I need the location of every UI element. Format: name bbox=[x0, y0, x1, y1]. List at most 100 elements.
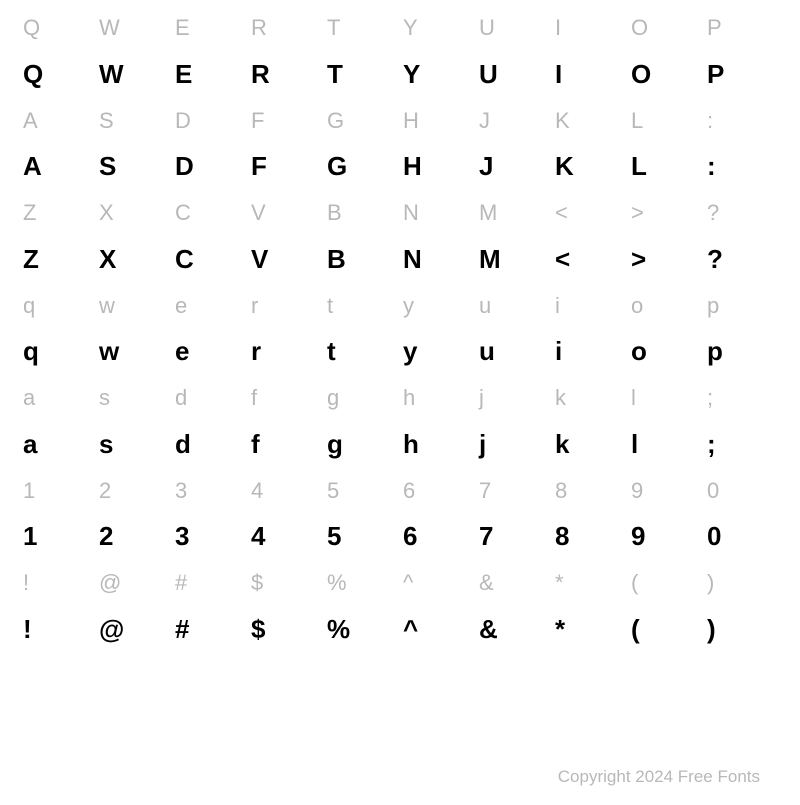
glyph-char-cell: ? bbox=[699, 236, 775, 282]
glyph-char: * bbox=[555, 614, 565, 645]
reference-char: ) bbox=[707, 570, 714, 596]
reference-char-cell: l bbox=[623, 375, 699, 421]
glyph-char-cell: X bbox=[91, 236, 167, 282]
reference-char-cell: Z bbox=[15, 190, 91, 236]
reference-char: ; bbox=[707, 385, 713, 411]
reference-char-cell: % bbox=[319, 560, 395, 606]
reference-char: T bbox=[327, 15, 340, 41]
glyph-char-cell: l bbox=[623, 421, 699, 467]
reference-char: Z bbox=[23, 200, 36, 226]
reference-char-cell: A bbox=[15, 98, 91, 144]
glyph-char: K bbox=[555, 151, 574, 182]
glyph-char: J bbox=[479, 151, 493, 182]
reference-char: X bbox=[99, 200, 114, 226]
glyph-char: G bbox=[327, 151, 347, 182]
reference-char: ^ bbox=[403, 570, 413, 596]
reference-char: r bbox=[251, 293, 258, 319]
glyph-char: > bbox=[631, 244, 646, 275]
glyph-char-cell: f bbox=[243, 421, 319, 467]
glyph-char-cell: > bbox=[623, 236, 699, 282]
reference-char: B bbox=[327, 200, 342, 226]
glyph-char-cell: ; bbox=[699, 421, 775, 467]
glyph-char-cell: ( bbox=[623, 606, 699, 652]
reference-char: w bbox=[99, 293, 115, 319]
reference-char-cell: e bbox=[167, 283, 243, 329]
glyph-char-cell: M bbox=[471, 236, 547, 282]
glyph-char: S bbox=[99, 151, 116, 182]
glyph-char-cell: H bbox=[395, 144, 471, 190]
reference-char-cell: ( bbox=[623, 560, 699, 606]
reference-char: E bbox=[175, 15, 190, 41]
glyph-char-cell: e bbox=[167, 329, 243, 375]
reference-char-cell: @ bbox=[91, 560, 167, 606]
copyright-text: Copyright 2024 Free Fonts bbox=[558, 767, 760, 787]
reference-char-cell: O bbox=[623, 5, 699, 51]
reference-char-cell: f bbox=[243, 375, 319, 421]
glyph-char-cell: W bbox=[91, 51, 167, 97]
reference-char-cell: t bbox=[319, 283, 395, 329]
glyph-char: M bbox=[479, 244, 501, 275]
glyph-char: O bbox=[631, 59, 651, 90]
glyph-char: u bbox=[479, 336, 495, 367]
glyph-char: N bbox=[403, 244, 422, 275]
glyph-char-cell: K bbox=[547, 144, 623, 190]
reference-char-cell: 6 bbox=[395, 468, 471, 514]
glyph-char: f bbox=[251, 429, 260, 460]
reference-char-cell: R bbox=[243, 5, 319, 51]
glyph-char: j bbox=[479, 429, 486, 460]
reference-char: F bbox=[251, 108, 264, 134]
reference-char: R bbox=[251, 15, 267, 41]
glyph-char: 6 bbox=[403, 521, 417, 552]
reference-char: H bbox=[403, 108, 419, 134]
glyph-char: P bbox=[707, 59, 724, 90]
glyph-char-cell: @ bbox=[91, 606, 167, 652]
glyph-char: % bbox=[327, 614, 350, 645]
reference-char: y bbox=[403, 293, 414, 319]
reference-char-cell: i bbox=[547, 283, 623, 329]
glyph-char-cell: 2 bbox=[91, 514, 167, 560]
glyph-char-cell: u bbox=[471, 329, 547, 375]
reference-char: # bbox=[175, 570, 187, 596]
reference-char: K bbox=[555, 108, 570, 134]
reference-char: W bbox=[99, 15, 120, 41]
reference-char: * bbox=[555, 570, 564, 596]
reference-char: 1 bbox=[23, 478, 35, 504]
reference-char: D bbox=[175, 108, 191, 134]
reference-char: k bbox=[555, 385, 566, 411]
glyph-char: r bbox=[251, 336, 261, 367]
glyph-char-cell: r bbox=[243, 329, 319, 375]
reference-char-cell: X bbox=[91, 190, 167, 236]
reference-char-cell: U bbox=[471, 5, 547, 51]
reference-char-cell: M bbox=[471, 190, 547, 236]
reference-char: O bbox=[631, 15, 648, 41]
glyph-char-cell: N bbox=[395, 236, 471, 282]
reference-char-cell: 5 bbox=[319, 468, 395, 514]
reference-char: U bbox=[479, 15, 495, 41]
reference-char-cell: 3 bbox=[167, 468, 243, 514]
reference-char-cell: N bbox=[395, 190, 471, 236]
reference-char-cell: r bbox=[243, 283, 319, 329]
glyph-char-cell: B bbox=[319, 236, 395, 282]
glyph-char: d bbox=[175, 429, 191, 460]
reference-char: N bbox=[403, 200, 419, 226]
glyph-char: R bbox=[251, 59, 270, 90]
glyph-char: : bbox=[707, 151, 716, 182]
glyph-char: I bbox=[555, 59, 562, 90]
glyph-char-cell: J bbox=[471, 144, 547, 190]
reference-char: L bbox=[631, 108, 643, 134]
glyph-char: V bbox=[251, 244, 268, 275]
glyph-char: i bbox=[555, 336, 562, 367]
glyph-char-cell: # bbox=[167, 606, 243, 652]
glyph-char: k bbox=[555, 429, 569, 460]
reference-char: > bbox=[631, 200, 644, 226]
glyph-char: T bbox=[327, 59, 343, 90]
reference-char: : bbox=[707, 108, 713, 134]
reference-char-cell: L bbox=[623, 98, 699, 144]
reference-char-cell: H bbox=[395, 98, 471, 144]
reference-char-cell: * bbox=[547, 560, 623, 606]
reference-char: j bbox=[479, 385, 484, 411]
reference-char-cell: C bbox=[167, 190, 243, 236]
glyph-char-cell: 4 bbox=[243, 514, 319, 560]
glyph-char: L bbox=[631, 151, 647, 182]
reference-char-cell: I bbox=[547, 5, 623, 51]
